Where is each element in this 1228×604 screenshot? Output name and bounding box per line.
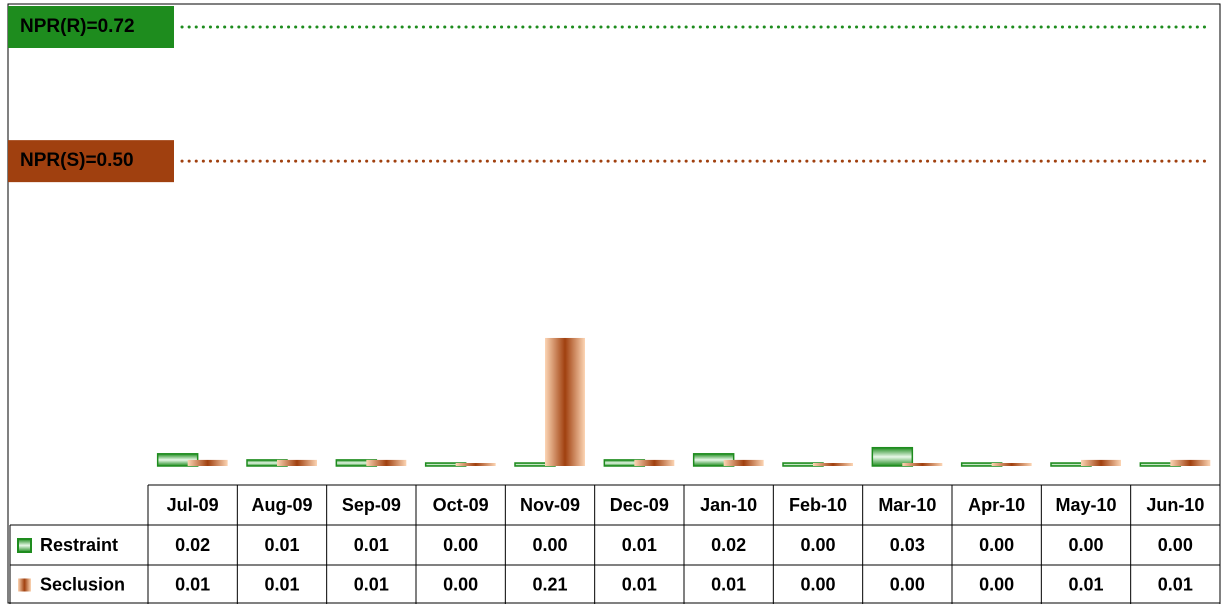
data-label: 0.01 <box>354 535 389 555</box>
data-label: 0.03 <box>890 535 925 555</box>
bar <box>634 459 675 466</box>
x-tick-label: Jun-10 <box>1146 495 1204 515</box>
reference-label-box <box>8 140 174 183</box>
bar <box>545 337 585 466</box>
data-label: 0.01 <box>264 574 299 594</box>
data-label: 0.01 <box>1068 574 1103 594</box>
bar <box>991 463 1032 466</box>
chart-frame <box>7 3 1221 604</box>
legend-label: Restraint <box>40 535 118 555</box>
x-tick-label: Nov-09 <box>520 495 580 515</box>
bar <box>813 463 853 466</box>
bar <box>277 459 317 466</box>
data-label: 0.00 <box>443 574 478 594</box>
data-label: 0.02 <box>175 535 210 555</box>
reference-label: NPR(R)=0.72 <box>20 16 135 37</box>
x-tick-label: Apr-10 <box>968 495 1025 515</box>
bar <box>366 459 407 466</box>
x-tick-label: Jul-09 <box>167 495 219 515</box>
data-label: 0.01 <box>175 574 210 594</box>
bar <box>187 459 228 466</box>
bar <box>455 463 496 466</box>
data-label: 0.02 <box>711 535 746 555</box>
data-label: 0.01 <box>1158 574 1193 594</box>
x-tick-label: Dec-09 <box>610 495 669 515</box>
x-tick-label: Sep-09 <box>342 495 401 515</box>
legend-swatch <box>17 538 32 553</box>
data-label: 0.21 <box>532 574 567 594</box>
data-label: 0.01 <box>622 574 657 594</box>
data-label: 0.01 <box>622 535 657 555</box>
data-label: 0.01 <box>711 574 746 594</box>
data-label: 0.00 <box>532 535 567 555</box>
data-label: 0.00 <box>800 574 835 594</box>
x-tick-label: Jan-10 <box>700 495 757 515</box>
x-tick-label: Feb-10 <box>789 495 847 515</box>
bar <box>1170 459 1211 466</box>
bar <box>902 463 943 466</box>
reference-label-box <box>8 6 174 48</box>
x-tick-label: Mar-10 <box>878 495 936 515</box>
x-tick-label: May-10 <box>1055 495 1116 515</box>
bar <box>871 446 914 467</box>
legend-swatch <box>18 578 31 592</box>
reference-label: NPR(S)=0.50 <box>20 150 134 171</box>
bar <box>1081 459 1121 466</box>
data-label: 0.00 <box>800 535 835 555</box>
data-label: 0.01 <box>354 574 389 594</box>
x-tick-label: Aug-09 <box>251 495 312 515</box>
bar <box>723 459 764 466</box>
x-tick-label: Oct-09 <box>433 495 489 515</box>
data-label: 0.00 <box>443 535 478 555</box>
data-label: 0.00 <box>890 574 925 594</box>
legend-label: Seclusion <box>40 574 125 594</box>
data-label: 0.00 <box>979 574 1014 594</box>
data-label: 0.00 <box>979 535 1014 555</box>
data-label: 0.01 <box>264 535 299 555</box>
data-label: 0.00 <box>1068 535 1103 555</box>
data-label: 0.00 <box>1158 535 1193 555</box>
